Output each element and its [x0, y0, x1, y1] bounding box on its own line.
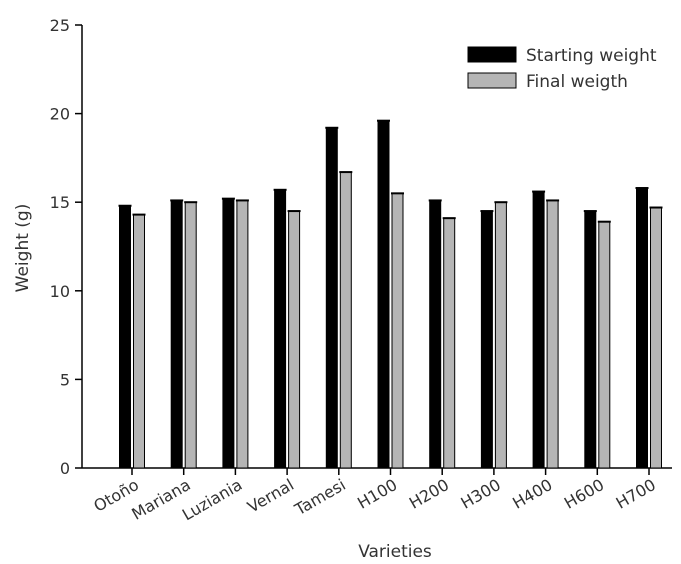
y-tick-label: 20 [50, 105, 70, 124]
legend: Starting weight Final weigth [467, 46, 657, 92]
y-tick-label: 10 [50, 282, 70, 301]
bar [429, 199, 442, 469]
legend-swatch [467, 46, 517, 63]
legend-label: Final weigth [526, 72, 628, 92]
y-tick-label: 5 [60, 370, 70, 389]
legend-label: Starting weight [526, 46, 657, 66]
bar [494, 201, 507, 469]
y-axis-title: Weight (g) [13, 204, 33, 293]
x-tick-label: Luziania [179, 475, 245, 524]
bar [443, 217, 456, 469]
bar [636, 187, 648, 469]
bar [119, 205, 131, 469]
bar [650, 207, 662, 469]
bar [377, 120, 390, 469]
y-tick-label: 15 [50, 193, 70, 212]
bars-layer [118, 119, 663, 469]
x-axis-title: Varieties [358, 542, 432, 562]
bar [480, 210, 493, 469]
x-tick-label: H400 [509, 475, 555, 513]
y-tick-label: 0 [60, 459, 70, 478]
bar [236, 199, 249, 469]
bar [133, 214, 145, 469]
bar [288, 210, 301, 469]
y-axis: 0 5 10 15 20 25 [50, 16, 83, 478]
bar [598, 221, 611, 469]
x-tick-label: H100 [354, 475, 400, 513]
x-tick-label: Vernal [244, 475, 297, 517]
bar [546, 199, 559, 469]
x-tick-label: Tamesi [291, 475, 349, 520]
x-tick-label: H200 [406, 475, 452, 513]
bar [184, 201, 197, 469]
bar [222, 198, 235, 469]
x-tick-label: H700 [613, 475, 659, 513]
bar [339, 171, 352, 469]
bar [274, 189, 287, 469]
bar [325, 127, 338, 469]
y-tick-label: 25 [50, 16, 70, 35]
bar [584, 210, 597, 469]
x-tick-label: H300 [458, 475, 504, 513]
x-tick-label: H600 [561, 475, 607, 513]
bar [532, 191, 545, 469]
legend-swatch [467, 72, 517, 89]
bar [170, 199, 183, 469]
bar [391, 192, 404, 469]
